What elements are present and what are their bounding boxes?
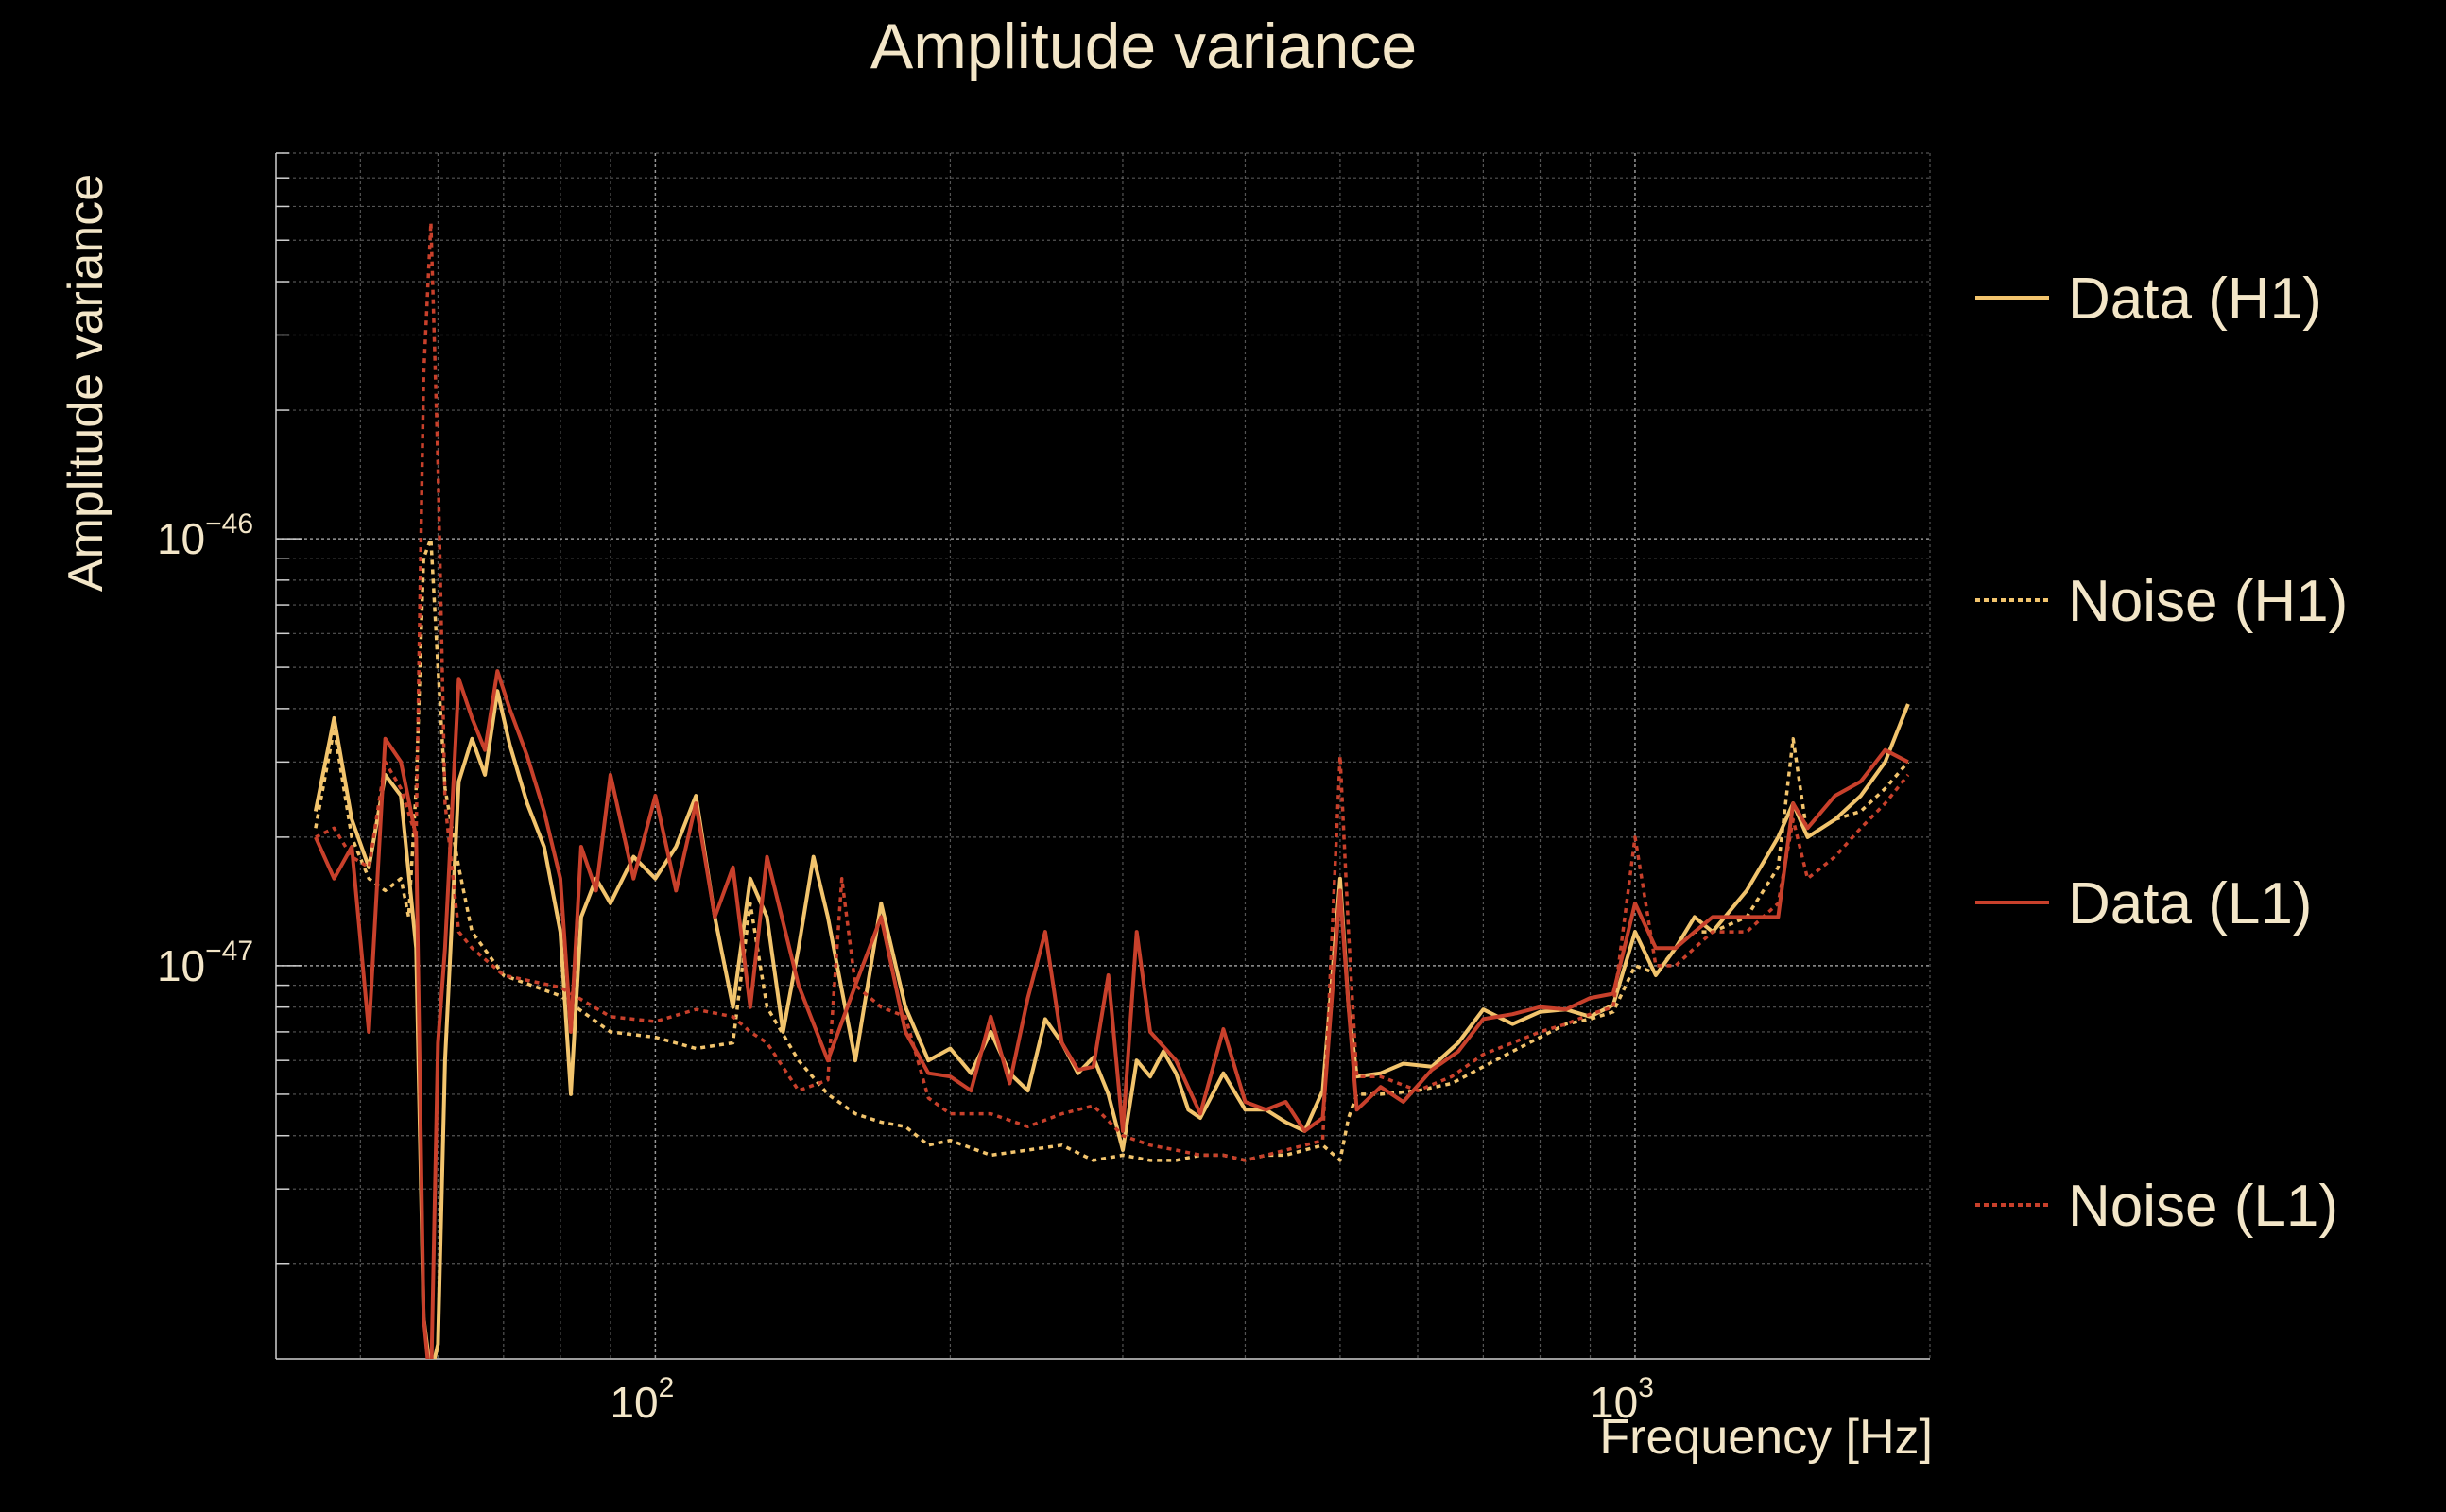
plot-area (313, 220, 1910, 1359)
series-line-3 (314, 669, 1909, 1359)
grid (276, 152, 1931, 1359)
tick-labels: 102 103 10−46 10−47 (157, 508, 1654, 1427)
legend-label-1: Data (H1) (2068, 266, 2322, 332)
y-axis-label: Amplitude variance (59, 174, 113, 592)
legend-label-3: Data (L1) (2068, 871, 2312, 936)
x-tick-label: 103 (1590, 1372, 1654, 1427)
legend-label-4: Noise (L1) (2068, 1174, 2338, 1239)
y-tick-label: 10−47 (157, 936, 253, 990)
series-line-4 (315, 220, 1910, 1162)
legend-label-2: Noise (H1) (2068, 569, 2348, 634)
x-axis-label: Frequency [Hz] (1599, 1410, 1933, 1465)
legend: Data (H1) Noise (H1) Data (L1) Noise (L1) (1975, 266, 2348, 1239)
axes (275, 152, 1930, 1360)
chart-title: Amplitude variance (870, 10, 1417, 82)
x-tick-label: 102 (610, 1372, 674, 1427)
y-tick-label: 10−46 (157, 508, 253, 563)
series-line-1 (313, 689, 1910, 1359)
